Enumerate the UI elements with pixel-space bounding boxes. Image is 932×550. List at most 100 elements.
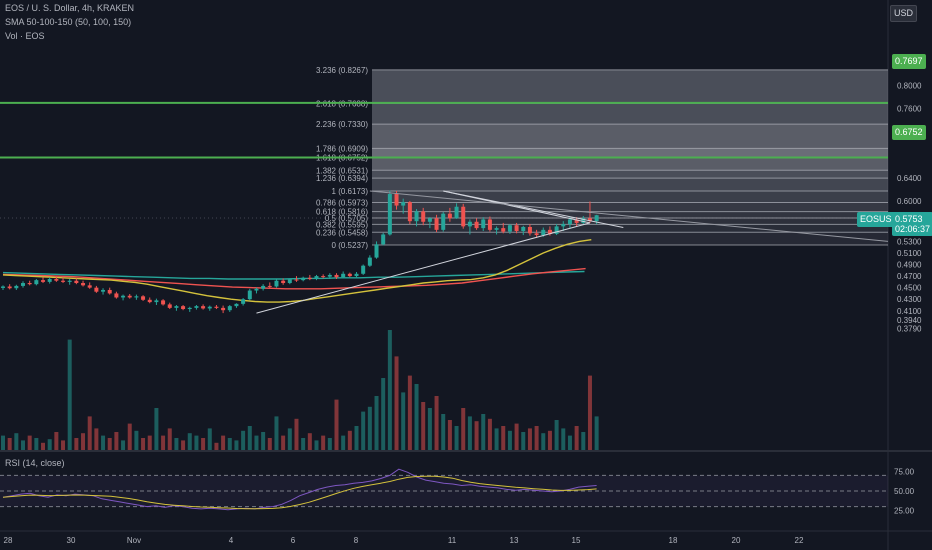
candle-body xyxy=(54,278,59,281)
volume-bar xyxy=(81,433,86,450)
volume-bar xyxy=(21,440,26,450)
candle-body xyxy=(414,211,419,222)
volume-bar xyxy=(441,414,446,450)
candle-body xyxy=(501,228,506,232)
candle-body xyxy=(454,206,459,219)
volume-bar xyxy=(294,418,299,450)
time-tick: 18 xyxy=(669,536,678,545)
candle-body xyxy=(201,306,206,309)
volume-bar xyxy=(387,330,392,450)
candle-body xyxy=(287,279,292,284)
price-tick: 0.8000 xyxy=(897,81,922,90)
candle-body xyxy=(394,194,399,206)
volume-bar xyxy=(361,411,366,450)
price-tick: 0.6000 xyxy=(897,197,922,206)
candle-body xyxy=(374,244,379,258)
candle-body xyxy=(274,280,279,287)
candle-body xyxy=(494,228,499,230)
volume-bar xyxy=(134,430,139,450)
rsi-legend[interactable]: RSI (14, close) xyxy=(5,458,65,468)
fib-level-label: 0 (0.5237) xyxy=(332,241,369,250)
candle-body xyxy=(147,299,152,303)
volume-bar xyxy=(454,426,459,450)
candle-body xyxy=(34,280,39,285)
candle-body xyxy=(21,283,26,286)
sma-150-line xyxy=(2,270,585,280)
volume-bar xyxy=(34,438,39,450)
candle-body xyxy=(241,299,246,304)
volume-bar xyxy=(567,435,572,450)
volume-bar xyxy=(421,402,426,450)
time-tick: 15 xyxy=(572,536,581,545)
candle-body xyxy=(7,286,12,289)
volume-bar xyxy=(154,408,159,450)
symbol-legend[interactable]: EOS / U. S. Dollar, 4h, KRAKEN xyxy=(5,3,135,13)
volume-bar xyxy=(41,442,46,450)
volume-bar xyxy=(574,426,579,450)
volume-bar xyxy=(341,435,346,450)
candle-body xyxy=(254,288,259,291)
candle-body xyxy=(107,289,112,294)
fib-zone xyxy=(372,157,888,171)
candle-body xyxy=(554,226,559,234)
volume-bar xyxy=(374,396,379,450)
countdown-value: 02:06:37 xyxy=(895,224,931,234)
volume-bar xyxy=(507,430,512,450)
volume-bar xyxy=(467,416,472,450)
candle-body xyxy=(581,218,586,223)
volume-bar xyxy=(394,356,399,450)
candle-body xyxy=(187,307,192,310)
volume-bar xyxy=(127,423,132,450)
candle-body xyxy=(181,306,186,310)
volume-bar xyxy=(194,435,199,450)
volume-bar xyxy=(474,421,479,450)
volume-bar xyxy=(274,416,279,450)
candle-body xyxy=(594,215,599,222)
volume-bar xyxy=(281,435,286,450)
candle-body xyxy=(81,283,86,286)
rsi-tick: 50.00 xyxy=(894,487,915,496)
price-tick: 0.5300 xyxy=(897,237,922,246)
candle-body xyxy=(347,273,352,277)
volume-bar xyxy=(401,392,406,450)
volume-bar xyxy=(7,438,12,450)
volume-bar xyxy=(327,438,332,450)
volume-bar xyxy=(47,439,52,450)
candle-body xyxy=(354,273,359,277)
candle-body xyxy=(527,226,532,234)
volume-bar xyxy=(54,432,59,450)
currency-badge[interactable]: USD xyxy=(890,5,918,22)
price-tick: 0.4500 xyxy=(897,284,922,293)
candle-body xyxy=(461,206,466,227)
sma-legend[interactable]: SMA 50-100-150 (50, 100, 150) xyxy=(5,17,132,27)
fib-zone xyxy=(372,69,888,104)
volume-bar xyxy=(234,440,239,450)
fib-level-label: 3.236 (0.8267) xyxy=(316,66,368,75)
fib-level-label: 2.618 (0.7688) xyxy=(316,99,368,108)
candle-body xyxy=(141,296,146,300)
triangle-edge xyxy=(443,190,591,224)
candle-body xyxy=(574,219,579,223)
candle-body xyxy=(387,194,392,235)
candle-body xyxy=(361,265,366,274)
volume-bar xyxy=(174,438,179,450)
candle-body xyxy=(1,286,5,288)
volume-bar xyxy=(107,438,112,450)
volume-bar xyxy=(114,432,119,450)
volume-legend[interactable]: Vol · EOS xyxy=(5,31,45,41)
volume-bar xyxy=(354,426,359,450)
last-price-value: 0.5753 xyxy=(895,214,923,224)
sma-100-line xyxy=(2,267,586,290)
volume-bar xyxy=(254,435,259,450)
volume-bar xyxy=(61,440,66,450)
price-tick: 0.4300 xyxy=(897,295,922,304)
time-tick: 20 xyxy=(732,536,741,545)
fib-zone xyxy=(372,170,888,179)
candle-body xyxy=(67,280,72,282)
candle-body xyxy=(327,274,332,277)
rsi-line xyxy=(2,468,597,511)
volume-bar xyxy=(367,406,372,450)
time-tick: 22 xyxy=(795,536,804,545)
fib-zone xyxy=(372,178,888,191)
